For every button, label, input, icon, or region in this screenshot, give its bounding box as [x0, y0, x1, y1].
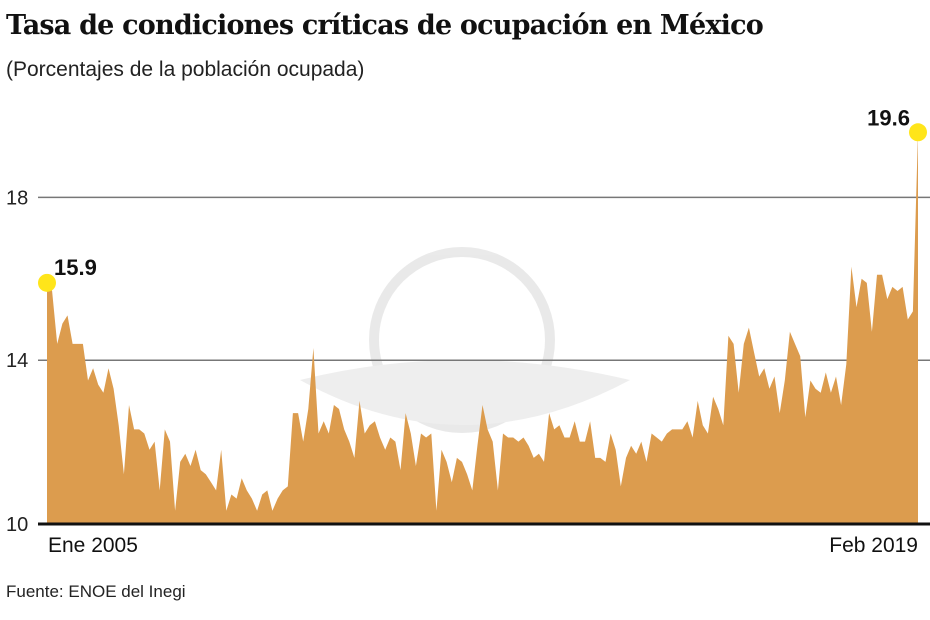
source-note: Fuente: ENOE del Inegi — [6, 582, 186, 601]
data-label: 19.6 — [867, 105, 910, 130]
y-tick-label: 18 — [6, 187, 28, 209]
y-tick-label: 10 — [6, 514, 28, 536]
chart-subtitle: (Porcentajes de la población ocupada) — [6, 58, 365, 81]
chart-title: Tasa de condiciones críticas de ocupació… — [6, 10, 764, 41]
x-tick-end: Feb 2019 — [829, 534, 918, 557]
data-label: 15.9 — [54, 255, 97, 280]
highlight-point — [909, 123, 927, 142]
y-tick-label: 14 — [6, 350, 28, 372]
watermark-logo — [300, 247, 630, 433]
x-tick-start: Ene 2005 — [48, 534, 138, 557]
area-series — [47, 132, 918, 524]
highlight-point — [38, 273, 56, 292]
